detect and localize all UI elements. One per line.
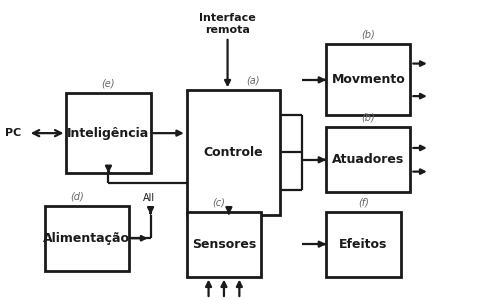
- Text: PC: PC: [5, 128, 22, 138]
- Text: Atuadores: Atuadores: [332, 153, 405, 166]
- Text: (e): (e): [102, 79, 115, 89]
- Text: Alimentação: Alimentação: [43, 232, 130, 245]
- Bar: [187, 90, 281, 214]
- Bar: [326, 44, 410, 116]
- Text: (f): (f): [358, 197, 369, 207]
- Text: (c): (c): [212, 197, 226, 207]
- Text: (d): (d): [70, 191, 84, 201]
- Text: Sensores: Sensores: [192, 238, 256, 251]
- Bar: [187, 212, 261, 277]
- Text: All: All: [143, 193, 155, 203]
- Text: Efeitos: Efeitos: [339, 238, 388, 251]
- Text: Inteligência: Inteligência: [67, 127, 150, 140]
- Bar: [45, 206, 129, 271]
- Text: Controle: Controle: [204, 146, 263, 159]
- Bar: [326, 212, 401, 277]
- Bar: [66, 93, 151, 173]
- Text: Interface
remota: Interface remota: [199, 13, 256, 35]
- Text: Movmento: Movmento: [332, 73, 405, 86]
- Text: (b): (b): [362, 113, 375, 123]
- Bar: [326, 127, 410, 192]
- Text: (b): (b): [362, 30, 375, 40]
- Text: (a): (a): [246, 76, 259, 86]
